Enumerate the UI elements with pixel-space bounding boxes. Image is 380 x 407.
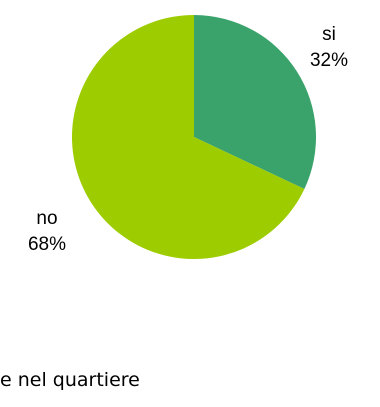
slice-percent-si: 32% xyxy=(309,50,349,71)
slice-percent-no: 68% xyxy=(27,234,67,255)
slice-label-si: si 32% xyxy=(296,22,362,74)
chart-caption: e nel quartiere xyxy=(0,369,140,391)
slice-category-si: si xyxy=(322,24,336,45)
slice-category-no: no xyxy=(36,208,58,229)
pie-slice-no xyxy=(71,15,305,259)
slice-label-no: no 68% xyxy=(14,206,80,258)
pie-slice-si xyxy=(194,15,316,189)
